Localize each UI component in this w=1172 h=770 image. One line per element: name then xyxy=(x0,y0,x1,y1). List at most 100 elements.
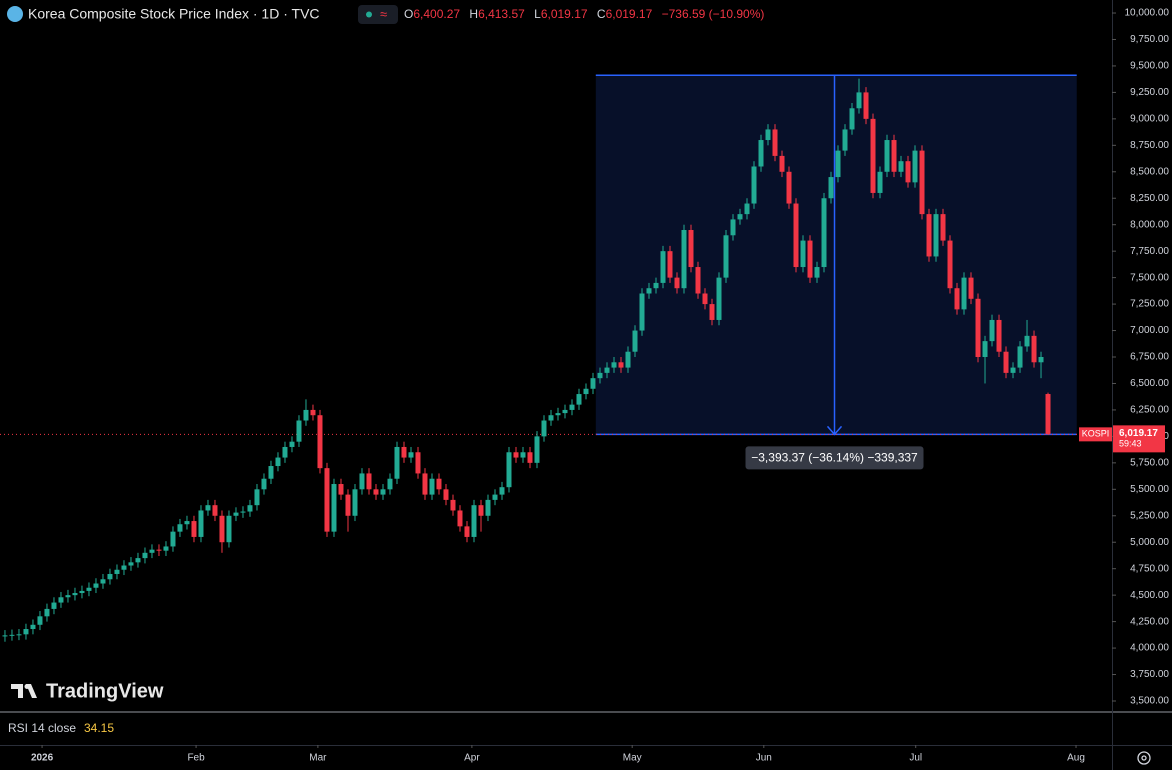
candle-body xyxy=(317,415,323,469)
y-tick-label: 4,250.00 xyxy=(1130,616,1169,627)
candle-body xyxy=(37,616,43,625)
x-tick-label: Jul xyxy=(909,753,922,764)
candle-body xyxy=(842,129,848,151)
candle-body xyxy=(289,441,295,447)
candle-body xyxy=(401,446,407,458)
y-tick-label: 7,500.00 xyxy=(1130,272,1169,283)
candle-body xyxy=(520,452,526,458)
candle-body xyxy=(443,489,449,500)
candle-body xyxy=(590,378,596,389)
candle-body xyxy=(282,446,288,458)
candle-body xyxy=(989,319,995,342)
candle-body xyxy=(618,362,624,368)
candle-body xyxy=(814,267,820,278)
candle-body xyxy=(912,150,918,183)
high-label: H xyxy=(469,7,478,21)
candle-body xyxy=(303,409,309,421)
candle-body xyxy=(219,515,225,543)
candle-body xyxy=(527,452,533,463)
candle-body xyxy=(660,251,666,283)
candle-body xyxy=(737,214,743,220)
rsi-value: 34.15 xyxy=(84,721,114,735)
candle-body xyxy=(1017,346,1023,368)
y-tick-label: 5,750.00 xyxy=(1130,457,1169,468)
candle-body xyxy=(254,489,260,506)
candle-body xyxy=(485,499,491,516)
candle-body xyxy=(429,478,435,495)
candle-body xyxy=(240,511,246,513)
x-tick-label: Apr xyxy=(464,753,480,764)
candle-body xyxy=(107,573,113,580)
candle-body xyxy=(478,505,484,516)
y-tick-label: 6,250.00 xyxy=(1130,405,1169,416)
candle-body xyxy=(268,466,274,479)
candle-body xyxy=(702,293,708,305)
countdown: 59:43 xyxy=(1119,439,1142,449)
candle-body xyxy=(177,524,183,532)
candle-body xyxy=(674,277,680,289)
candle-body xyxy=(492,494,498,500)
candle-body xyxy=(156,549,162,551)
candle-body xyxy=(121,565,127,570)
chart-title: Korea Composite Stock Price Index · 1D ·… xyxy=(28,6,320,22)
candle-body xyxy=(849,108,855,130)
candle-body xyxy=(555,413,561,416)
candle-body xyxy=(338,484,344,495)
close-label: C xyxy=(597,7,606,21)
y-tick-label: 4,000.00 xyxy=(1130,643,1169,654)
candle-body xyxy=(247,505,253,512)
x-tick-label: 2026 xyxy=(31,753,54,764)
candle-body xyxy=(471,505,477,537)
low-value: 6,019.17 xyxy=(541,7,588,21)
candle-body xyxy=(807,240,813,278)
candle-body xyxy=(226,515,232,543)
candle-body xyxy=(534,436,540,463)
y-tick-label: 6,750.00 xyxy=(1130,352,1169,363)
candle-body xyxy=(730,219,736,236)
candle-body xyxy=(716,277,722,320)
candle-body xyxy=(296,420,302,442)
candle-body xyxy=(30,624,36,630)
candle-body xyxy=(597,372,603,379)
y-tick-label: 5,500.00 xyxy=(1130,484,1169,495)
candle-body xyxy=(898,161,904,172)
status-icon: ≈ xyxy=(380,6,387,21)
candle-body xyxy=(359,473,365,490)
candle-body xyxy=(877,171,883,193)
candle-body xyxy=(1024,335,1030,347)
candle-body xyxy=(562,409,568,414)
y-tick-label: 9,500.00 xyxy=(1130,61,1169,72)
candle-body xyxy=(884,140,890,172)
candle-body xyxy=(961,277,967,310)
x-tick-label: May xyxy=(623,753,642,764)
candle-body xyxy=(926,214,932,257)
candle-body xyxy=(128,562,134,566)
candle-body xyxy=(212,505,218,516)
candle-body xyxy=(86,587,92,591)
candle-body xyxy=(310,409,316,416)
candle-body xyxy=(779,155,785,172)
brand-logo xyxy=(11,684,37,698)
y-tick-label: 10,000.00 xyxy=(1125,8,1170,19)
candle-body xyxy=(758,140,764,167)
candle-body xyxy=(93,583,99,588)
candle-body xyxy=(261,478,267,490)
y-tick-label: 9,000.00 xyxy=(1130,114,1169,125)
candle-body xyxy=(1045,394,1051,435)
x-tick-label: Jun xyxy=(756,753,772,764)
candle-body xyxy=(100,579,106,584)
candle-body xyxy=(65,595,71,598)
candle-body xyxy=(44,608,50,617)
candle-body xyxy=(611,362,617,368)
candle-body xyxy=(681,229,687,289)
candle-body xyxy=(345,494,351,516)
plot-area: −3,393.37 (−36.14%) −339,337 xyxy=(0,74,1112,642)
candle-body xyxy=(933,214,939,257)
candle-body xyxy=(170,531,176,547)
candle-body xyxy=(457,510,463,527)
y-tick-label: 3,500.00 xyxy=(1130,696,1169,707)
status-badge[interactable] xyxy=(358,5,398,24)
candle-body xyxy=(23,629,29,635)
settings-button[interactable] xyxy=(1137,751,1151,765)
